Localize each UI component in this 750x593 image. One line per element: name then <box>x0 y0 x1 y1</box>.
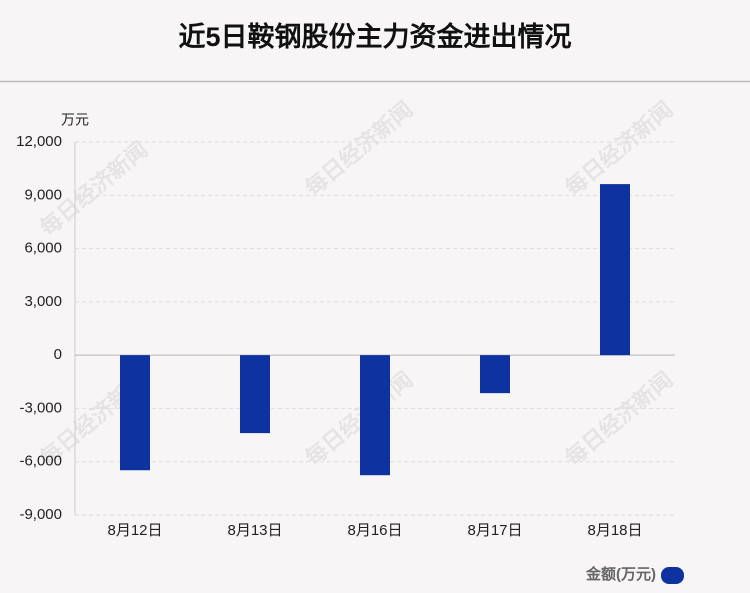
x-tick-label: 8月16日 <box>347 522 402 539</box>
bar <box>480 355 510 394</box>
bar <box>240 355 270 434</box>
x-tick-label: 8月12日 <box>107 522 162 539</box>
y-axis-label: 万元 <box>61 112 89 128</box>
y-tick-label: -9,000 <box>19 506 62 523</box>
legend-swatch <box>661 567 684 584</box>
legend-label: 金额(万元) <box>585 565 656 583</box>
y-tick-label: 6,000 <box>24 240 62 257</box>
x-tick-label: 8月18日 <box>587 522 642 539</box>
bar <box>360 355 390 476</box>
bar <box>600 184 630 356</box>
x-tick-label: 8月17日 <box>467 522 522 539</box>
chart-title: 近5日鞍钢股份主力资金进出情况 <box>178 21 571 52</box>
y-tick-label: -3,000 <box>19 399 62 416</box>
y-tick-label: 0 <box>54 346 62 363</box>
bar <box>120 355 150 471</box>
y-tick-label: 9,000 <box>24 186 62 203</box>
y-tick-label: 12,000 <box>16 133 62 150</box>
x-tick-label: 8月13日 <box>227 522 282 539</box>
y-tick-label: -6,000 <box>19 453 62 470</box>
y-tick-label: 3,000 <box>24 293 62 310</box>
